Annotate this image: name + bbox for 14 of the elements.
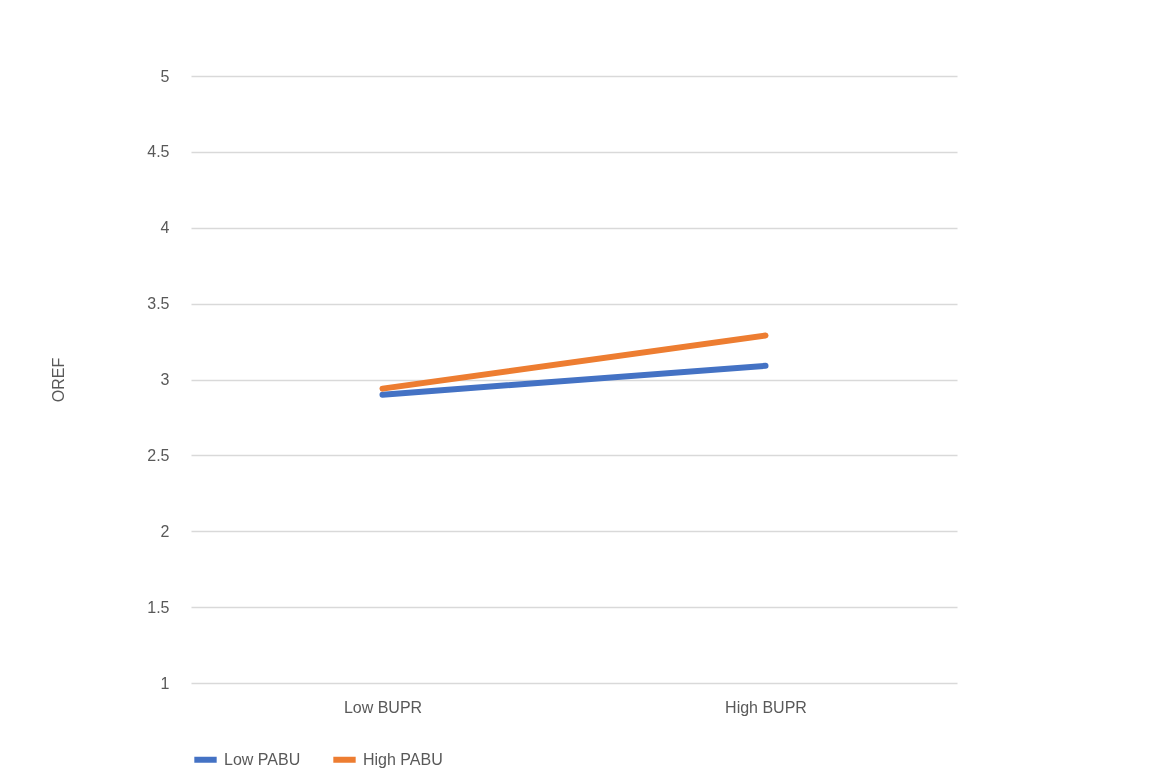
y-tick-label: 3	[160, 371, 170, 388]
y-tick-label: 1	[160, 674, 170, 692]
y-tick-label: 4	[160, 219, 170, 237]
legend-label: High PABU	[363, 750, 443, 768]
y-tick-label: 4.5	[147, 143, 170, 161]
y-tick-label: 2.5	[147, 446, 170, 464]
y-tick-label: 5	[160, 67, 170, 85]
y-tick-label: 2	[160, 522, 170, 540]
y-axis-title: OREF	[50, 357, 68, 403]
x-tick-label: Low BUPR	[343, 698, 423, 716]
legend-label: Low PABU	[224, 750, 301, 768]
y-tick-label: 3.5	[147, 295, 170, 313]
x-tick-label: High BUPR	[725, 698, 807, 716]
y-tick-label: 1.5	[147, 598, 170, 616]
